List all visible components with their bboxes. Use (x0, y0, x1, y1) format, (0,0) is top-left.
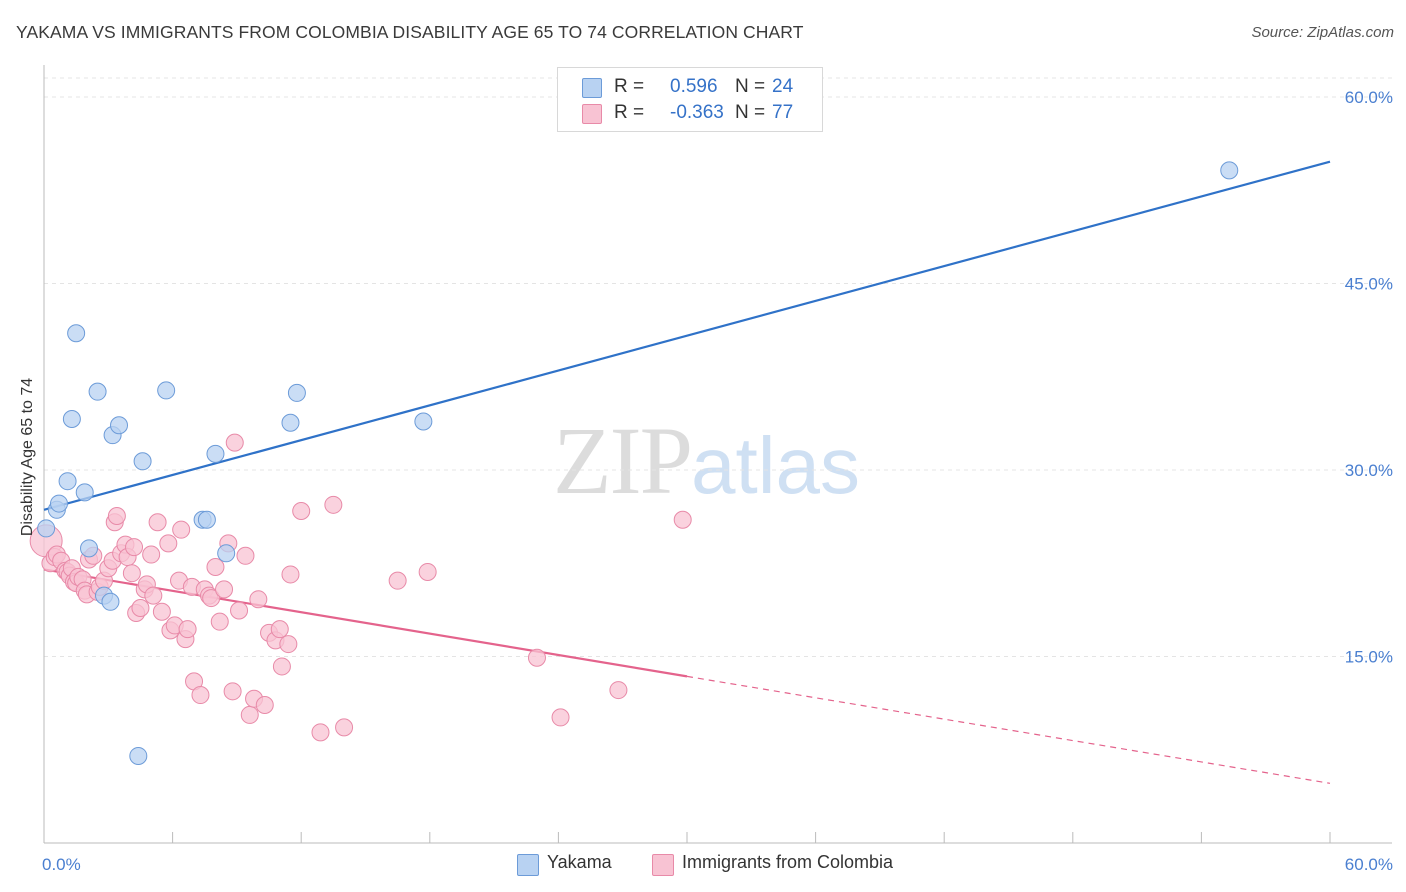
colombia-point (131, 599, 150, 618)
axes (43, 65, 1392, 844)
colombia-point (527, 648, 546, 667)
tick-labels: 15.0% 30.0% 45.0% 60.0% 0.0% 60.0% (42, 88, 1393, 874)
yakama-point (197, 510, 216, 529)
colombia-point (206, 557, 225, 576)
colombia-point (230, 601, 249, 620)
colombia-point (255, 695, 274, 714)
yakama-point (133, 452, 152, 471)
legend-swatch-colombia (582, 104, 602, 124)
yakama-point (88, 382, 107, 401)
colombia-point (152, 602, 171, 621)
colombia-point (236, 546, 255, 565)
colombia-point (240, 705, 259, 724)
yakama-point (37, 519, 56, 538)
colombia-point (249, 590, 268, 609)
chart-title: YAKAMA VS IMMIGRANTS FROM COLOMBIA DISAB… (16, 22, 804, 42)
colombia-point (107, 507, 126, 526)
source-credit: Source: ZipAtlas.com (1251, 24, 1394, 41)
yakama-point (287, 383, 306, 402)
y-tick-label: 15.0% (1345, 648, 1393, 667)
legend-r-value: 0.596 (670, 76, 718, 97)
colombia-point (210, 612, 229, 631)
yakama-point (206, 444, 225, 463)
colombia-point (272, 657, 291, 676)
yakama-point (157, 381, 176, 400)
colombia-point (270, 620, 289, 639)
watermark: ZIPatlas (553, 405, 860, 516)
yakama-point (110, 416, 129, 435)
yakama-point (1220, 161, 1239, 180)
yakama-point (67, 324, 86, 343)
colombia-point (324, 495, 343, 514)
yakama-point (281, 413, 300, 432)
colombia-point (418, 562, 437, 581)
trend-line-dashed-1 (686, 675, 1331, 784)
colombia-point (551, 708, 570, 727)
bottom-legend-label: Immigrants from Colombia (682, 852, 894, 872)
legend-r-label: R = (614, 102, 645, 123)
colombia-point (148, 513, 167, 532)
grid-lines (44, 77, 1392, 657)
y-tick-label: 30.0% (1345, 461, 1393, 480)
legend-n-label: N = (735, 102, 766, 123)
yakama-point (62, 410, 81, 429)
watermark-zip: ZIP (553, 407, 693, 514)
colombia-point (609, 681, 628, 700)
legend-n-label: N = (735, 76, 766, 97)
colombia-point (191, 686, 210, 705)
colombia-point (388, 571, 407, 590)
legend-r-value: -0.363 (670, 102, 724, 123)
colombia-point (292, 502, 311, 521)
y-axis-label: Disability Age 65 to 74 (19, 378, 36, 536)
legend-n-value: 24 (772, 76, 794, 97)
x-tick-label: 60.0% (1345, 855, 1393, 874)
colombia-point (673, 510, 692, 529)
y-tick-label: 45.0% (1345, 275, 1393, 294)
legend-r-label: R = (614, 76, 645, 97)
yakama-point (80, 539, 99, 558)
yakama-point (101, 592, 120, 611)
colombia-point (281, 565, 300, 584)
yakama-point (58, 472, 77, 491)
bottom-legend-swatch-yakama (517, 854, 539, 876)
colombia-point (225, 433, 244, 452)
colombia-point (125, 538, 144, 557)
colombia-point (172, 520, 191, 539)
yakama-point (50, 494, 69, 513)
trend-line-0 (43, 160, 1331, 511)
yakama-point (414, 412, 433, 431)
colombia-point (202, 589, 221, 608)
yakama-point (75, 483, 94, 502)
colombia-point (311, 723, 330, 742)
legend-n-value: 77 (772, 102, 794, 123)
colombia-point (335, 718, 354, 737)
colombia-point (142, 545, 161, 564)
colombia-point (159, 534, 178, 553)
data-points (29, 161, 1239, 765)
colombia-point (223, 682, 242, 701)
colombia-point (144, 586, 163, 605)
bottom-legend-swatch-colombia (652, 854, 674, 876)
yakama-point (217, 544, 236, 563)
colombia-point (279, 635, 298, 654)
watermark-atlas: atlas (691, 421, 860, 510)
x-tick-label: 0.0% (42, 855, 81, 874)
y-tick-label: 60.0% (1345, 88, 1393, 107)
correlation-legend: R = 0.596 N = 24 R = -0.363 N = 77 (557, 67, 823, 132)
colombia-point (215, 580, 234, 599)
colombia-point (122, 564, 141, 583)
yakama-point (129, 746, 148, 765)
colombia-point (178, 620, 197, 639)
bottom-legend-label: Yakama (547, 852, 612, 872)
legend-swatch-yakama (582, 78, 602, 98)
